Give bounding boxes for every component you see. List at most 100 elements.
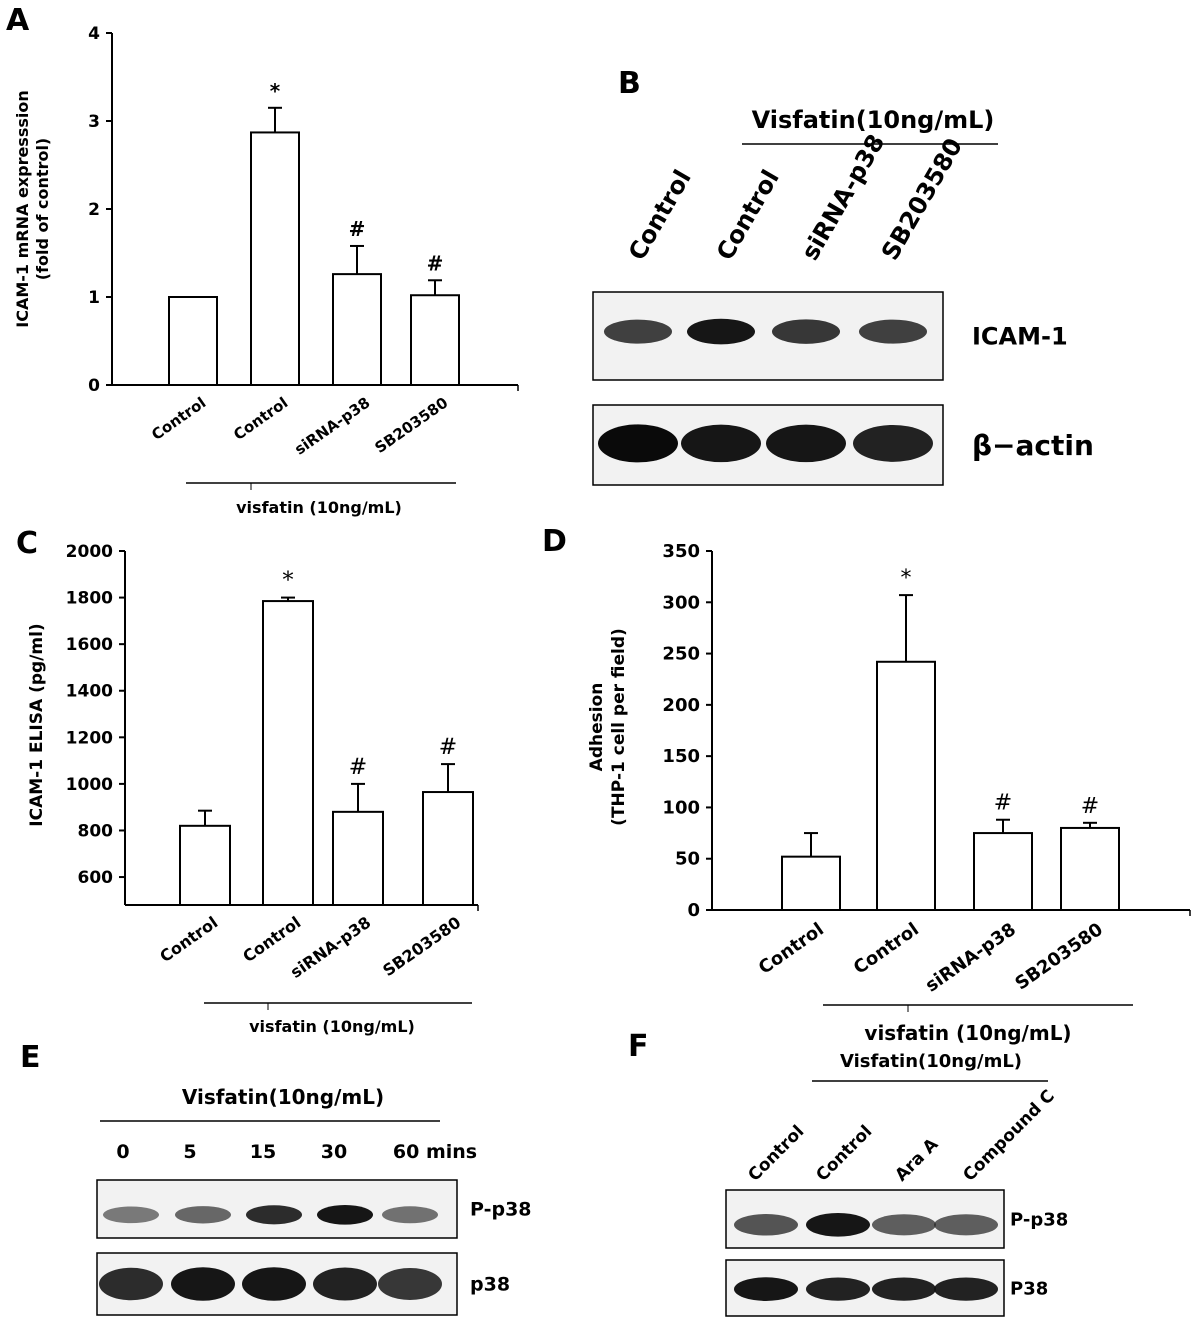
lane-label: Control bbox=[623, 165, 697, 265]
y-axis-label: Adhesion (THP-1 cell per field) bbox=[587, 628, 629, 826]
significance-marker: # bbox=[349, 217, 366, 241]
y-tick-label: 1200 bbox=[66, 728, 113, 748]
blot-row-label: p38 bbox=[470, 1274, 510, 1296]
y-axis-label-line: (fold of control) bbox=[33, 138, 52, 281]
y-tick-label: 300 bbox=[662, 592, 700, 613]
blot-band bbox=[934, 1214, 998, 1236]
lane-label: 0 bbox=[116, 1141, 129, 1163]
group-label: visfatin (10ng/mL) bbox=[864, 1021, 1071, 1045]
panel-letter: B bbox=[618, 66, 641, 101]
blot-row-label: ICAM-1 bbox=[972, 322, 1068, 350]
bar bbox=[1060, 826, 1120, 912]
blot-band bbox=[772, 319, 840, 344]
y-tick-label: 1600 bbox=[66, 635, 113, 655]
significance-marker: * bbox=[270, 79, 281, 103]
lane-label: Control bbox=[711, 165, 785, 265]
bar bbox=[332, 810, 384, 906]
y-axis-label: ICAM-1 ELISA (pg/ml) bbox=[27, 623, 47, 826]
bar bbox=[250, 131, 300, 386]
lane-label: SB203580 bbox=[876, 133, 968, 265]
lane-label: siRNA-p38 bbox=[796, 130, 890, 265]
y-tick-label: 3 bbox=[88, 112, 100, 132]
blot-band bbox=[872, 1214, 936, 1236]
bar bbox=[781, 855, 841, 911]
category-label: siRNA-p38 bbox=[291, 394, 373, 459]
chart-panel-d: D 0 50 100 150 200 250 300 350 Adhesion (THP-1 cel… bbox=[542, 524, 1191, 1045]
y-tick-label: 2 bbox=[88, 200, 100, 220]
y-axis-label-line: ICAM-1 ELISA (pg/ml) bbox=[27, 623, 47, 826]
y-tick-label: 350 bbox=[662, 541, 700, 562]
bar bbox=[179, 824, 231, 907]
y-tick-label: 250 bbox=[662, 644, 700, 665]
y-tick-label: 1000 bbox=[66, 775, 113, 795]
bar bbox=[262, 600, 314, 907]
chart-panel-a: A 0 1 2 3 4 ICAM-1 mRNA expresssion(fold of co… bbox=[6, 3, 519, 517]
blot-treatment-header: Visfatin(10ng/mL) bbox=[840, 1051, 1022, 1072]
category-label: SB203580 bbox=[371, 394, 451, 457]
y-tick-label: 50 bbox=[675, 849, 700, 870]
y-tick-label: 1 bbox=[88, 288, 100, 308]
blot-treatment-header: Visfatin(10ng/mL) bbox=[752, 106, 995, 134]
blot-band bbox=[99, 1267, 163, 1301]
lane-label: 30 bbox=[321, 1141, 347, 1163]
significance-marker: # bbox=[1081, 794, 1099, 819]
blot-band bbox=[872, 1277, 936, 1301]
significance-marker: # bbox=[439, 735, 457, 760]
blot-band bbox=[934, 1277, 998, 1301]
category-label: siRNA-p38 bbox=[922, 919, 1020, 997]
lane-label: 15 bbox=[250, 1141, 276, 1163]
significance-marker: * bbox=[283, 569, 294, 594]
blot-row-label: P38 bbox=[1010, 1278, 1048, 1299]
blot-band bbox=[382, 1206, 438, 1224]
y-tick-label: 1800 bbox=[66, 589, 113, 609]
blot-band bbox=[103, 1206, 159, 1224]
blot-band bbox=[313, 1267, 377, 1301]
category-label: Control bbox=[148, 394, 209, 444]
panel-letter: C bbox=[16, 526, 38, 561]
panel-letter: A bbox=[6, 3, 30, 38]
blot-band bbox=[242, 1267, 306, 1301]
blot-row-label: β−actin bbox=[972, 429, 1094, 462]
blot-band bbox=[378, 1268, 442, 1300]
blot-band bbox=[806, 1277, 870, 1301]
panel-letter: E bbox=[20, 1040, 41, 1075]
significance-marker: * bbox=[901, 566, 912, 591]
y-tick-label: 150 bbox=[662, 746, 700, 767]
category-label: SB203580 bbox=[1011, 919, 1106, 995]
blot-panel-e: E Visfatin(10ng/mL) 0 5 15 30 60 mins P-p38 p38 bbox=[20, 1040, 532, 1316]
bar bbox=[168, 296, 218, 386]
y-tick-label: 0 bbox=[687, 900, 700, 921]
y-tick-label: 100 bbox=[662, 797, 700, 818]
category-label: Control bbox=[239, 913, 304, 967]
panel-letter: F bbox=[628, 1029, 649, 1064]
y-axis-label: ICAM-1 mRNA expresssion(fold of control) bbox=[13, 90, 52, 327]
blot-band bbox=[766, 424, 846, 463]
y-tick-label: 200 bbox=[662, 695, 700, 716]
y-tick-label: 1400 bbox=[66, 682, 113, 702]
y-tick-label: 4 bbox=[88, 24, 100, 44]
panel-letter: D bbox=[542, 524, 567, 559]
lane-label: Compound C bbox=[959, 1086, 1058, 1185]
y-tick-label: 2000 bbox=[66, 542, 113, 562]
lane-label: 5 bbox=[183, 1141, 196, 1163]
blot-panel-f: F Visfatin(10ng/mL) Control Control Ara A Com… bbox=[628, 1029, 1068, 1317]
bar bbox=[332, 273, 382, 386]
category-label: Control bbox=[156, 913, 221, 967]
y-axis-label-line: (THP-1 cell per field) bbox=[609, 628, 629, 826]
y-tick-label: 800 bbox=[78, 821, 114, 841]
blot-band bbox=[734, 1277, 798, 1301]
blot-band bbox=[175, 1206, 231, 1224]
significance-marker: # bbox=[994, 791, 1012, 816]
blot-band bbox=[681, 424, 761, 463]
y-axis-label-line: ICAM-1 mRNA expresssion bbox=[13, 90, 32, 327]
blot-band bbox=[246, 1205, 302, 1225]
y-axis-label-line: Adhesion bbox=[587, 683, 607, 772]
blot-band bbox=[734, 1214, 798, 1236]
category-label: Control bbox=[755, 919, 828, 979]
blot-treatment-header: Visfatin(10ng/mL) bbox=[182, 1085, 384, 1109]
lane-label: 60 mins bbox=[393, 1141, 477, 1163]
group-label: visfatin (10ng/mL) bbox=[249, 1017, 415, 1036]
y-tick-label: 600 bbox=[78, 868, 114, 888]
lane-label: Control bbox=[744, 1122, 808, 1186]
blot-band bbox=[171, 1267, 235, 1301]
